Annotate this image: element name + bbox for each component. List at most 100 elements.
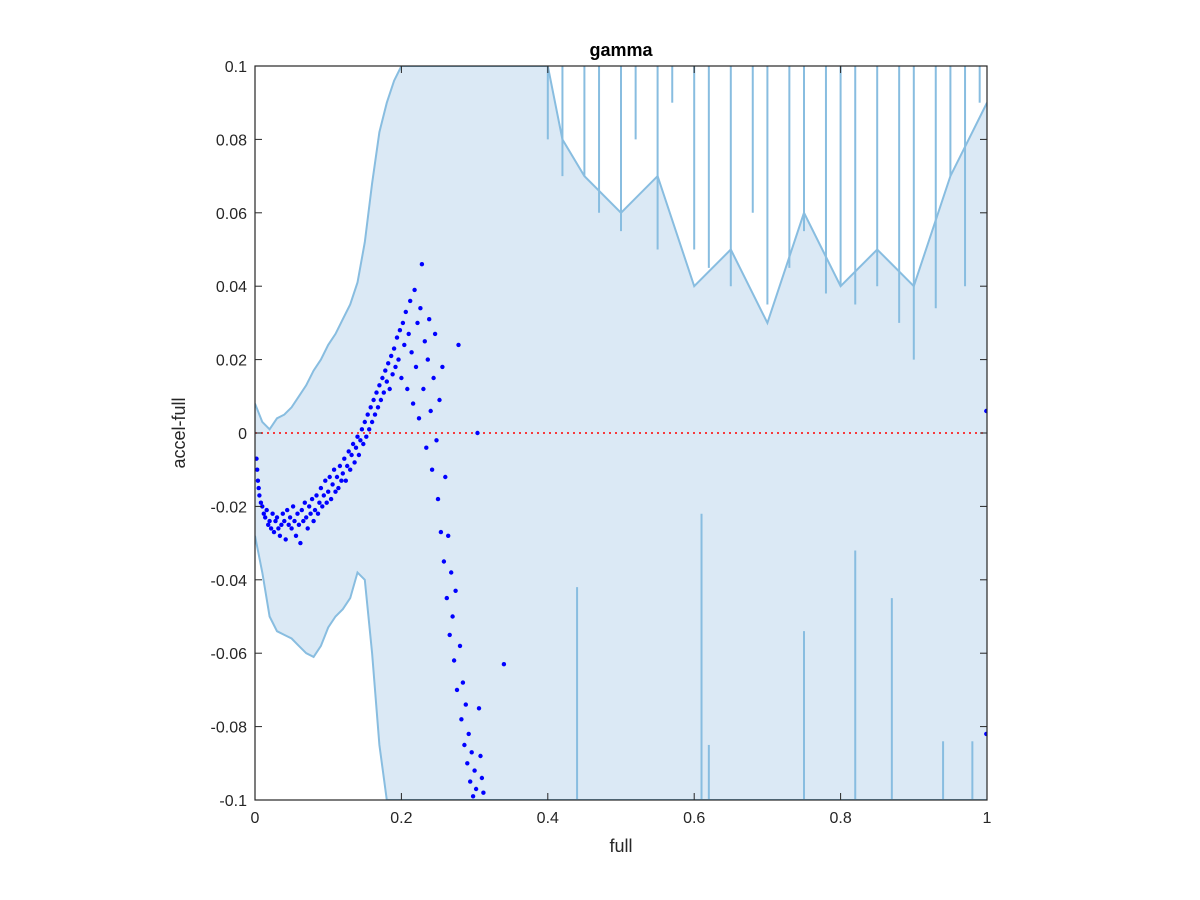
x-tick-label: 0.6	[683, 810, 705, 827]
data-point	[348, 467, 353, 472]
data-point	[318, 485, 324, 491]
data-point	[279, 522, 284, 527]
data-point	[337, 463, 343, 469]
data-point	[271, 529, 277, 535]
data-point	[419, 262, 425, 267]
data-point	[317, 500, 322, 505]
data-point	[403, 309, 408, 315]
data-point	[345, 463, 350, 469]
data-point	[315, 511, 321, 516]
data-point	[371, 397, 376, 403]
data-point	[501, 662, 507, 667]
data-point	[441, 559, 447, 564]
data-point	[431, 375, 436, 381]
data-point	[293, 533, 299, 538]
data-point	[277, 533, 283, 538]
data-point	[257, 493, 262, 498]
y-tick-label: -0.08	[211, 720, 248, 737]
x-tick-label: 0.4	[537, 810, 559, 827]
x-axis-label: full	[609, 836, 632, 856]
data-point	[276, 526, 281, 531]
data-point	[443, 474, 448, 480]
data-point	[397, 328, 403, 333]
data-point	[301, 518, 306, 524]
x-tick-label: 0.8	[829, 810, 851, 827]
data-point	[340, 471, 345, 476]
data-point	[296, 522, 302, 527]
data-point	[409, 350, 414, 355]
data-point	[394, 335, 400, 340]
data-point	[367, 427, 372, 432]
data-point	[343, 478, 348, 483]
data-point	[984, 731, 987, 737]
y-tick-label: -0.1	[219, 793, 247, 810]
data-point	[352, 460, 357, 465]
data-point	[469, 750, 474, 755]
data-point	[273, 518, 278, 524]
data-point	[375, 405, 381, 410]
data-point	[470, 794, 476, 799]
data-point	[292, 518, 297, 524]
data-point	[264, 507, 269, 513]
data-point	[270, 511, 275, 516]
data-point	[387, 386, 392, 392]
data-point	[429, 467, 435, 472]
data-point	[304, 515, 309, 520]
data-point	[330, 482, 335, 487]
data-point	[468, 779, 473, 784]
data-point	[425, 357, 430, 362]
data-point	[282, 518, 287, 524]
data-point	[437, 397, 442, 403]
data-point	[422, 339, 427, 344]
data-point	[380, 375, 385, 381]
data-point	[342, 456, 347, 461]
band-lower-line	[255, 535, 987, 800]
y-tick-label: 0.04	[216, 279, 247, 296]
data-point	[386, 361, 391, 366]
x-tick-label: 0	[251, 810, 260, 827]
data-point	[389, 353, 394, 359]
y-axis-label: accel-full	[169, 397, 189, 468]
data-point	[391, 346, 397, 351]
data-point	[266, 522, 271, 527]
data-point	[465, 761, 470, 766]
data-point	[327, 474, 332, 480]
data-point	[290, 504, 296, 509]
data-point	[447, 632, 452, 638]
data-point	[289, 526, 294, 531]
y-tick-label: 0	[238, 426, 247, 443]
data-point	[365, 412, 370, 417]
data-point	[361, 441, 366, 447]
data-point	[435, 496, 441, 502]
data-point	[324, 500, 329, 505]
y-tick-label: -0.02	[211, 499, 248, 516]
data-point	[390, 372, 395, 377]
data-point	[413, 364, 419, 370]
data-point	[356, 452, 362, 458]
data-point	[421, 386, 426, 392]
data-point	[358, 438, 363, 443]
data-point	[326, 489, 331, 494]
y-tick-label: -0.06	[211, 646, 248, 663]
data-point	[263, 515, 268, 520]
y-tick-label: 0.08	[216, 132, 247, 149]
data-point	[372, 412, 378, 417]
data-point	[438, 529, 444, 535]
data-point	[415, 320, 420, 326]
y-tick-label: 0.1	[225, 59, 247, 76]
data-point	[255, 456, 259, 461]
data-point	[302, 500, 307, 505]
data-point	[323, 478, 328, 483]
data-point	[428, 408, 433, 414]
data-point	[381, 390, 386, 395]
data-point	[446, 533, 451, 538]
data-point	[349, 452, 354, 458]
data-point	[457, 643, 463, 649]
data-point	[463, 702, 468, 707]
data-point	[298, 540, 303, 546]
data-point	[432, 331, 438, 337]
data-point	[466, 731, 471, 737]
data-point	[334, 474, 340, 480]
data-point	[479, 775, 485, 781]
